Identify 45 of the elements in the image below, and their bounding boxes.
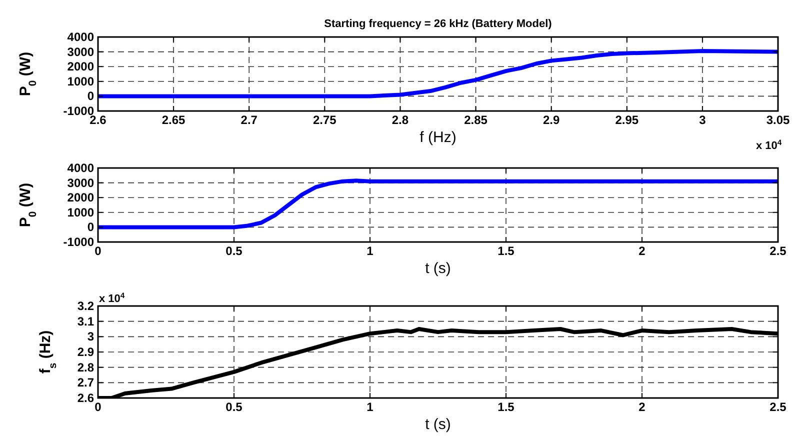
y-tick-label: 3 xyxy=(87,330,94,344)
x-axis-title: t (s) xyxy=(425,260,451,277)
x-tick-label: 1 xyxy=(366,244,374,258)
x-tick-label: 1.5 xyxy=(498,400,515,414)
x-tick-label: 2.9 xyxy=(542,113,560,127)
x-tick-label: 1 xyxy=(366,400,374,414)
y-tick-label: 4000 xyxy=(67,161,94,175)
y-tick-label: 3000 xyxy=(67,176,94,190)
x-tick-label: 0.5 xyxy=(226,400,243,414)
x-axis-title: t (s) xyxy=(425,416,451,433)
y-tick-label: 2.9 xyxy=(77,345,94,359)
y-tick-label: 1000 xyxy=(67,205,94,220)
text: x 10$^{4}$ xyxy=(99,290,126,305)
x-tick-label: 2.95 xyxy=(615,113,639,127)
y-tick-label: 2000 xyxy=(67,60,94,74)
x-tick-label: 2.7 xyxy=(240,113,258,127)
x-tick-label: 1.5 xyxy=(498,244,515,258)
x-tick-label: 2.5 xyxy=(770,400,787,414)
chart-title: Starting frequency = 26 kHz (Battery Model) xyxy=(324,18,552,30)
x-tick-label: 3 xyxy=(699,113,706,127)
line-series xyxy=(98,49,778,98)
y-tick-label: 3000 xyxy=(67,44,94,59)
y-tick-label: 4000 xyxy=(67,30,94,44)
text: x 10$^{4}$ xyxy=(756,138,782,152)
y-tick-label: 0 xyxy=(87,89,94,104)
y-tick-label: 2.7 xyxy=(77,376,94,390)
y-tick-label: -1000 xyxy=(63,235,94,249)
y-tick-label: 1000 xyxy=(67,74,94,88)
x-axis-title: f (Hz) xyxy=(420,129,456,146)
x-tick-label: 2.5 xyxy=(770,244,787,258)
y-tick-label: 2.8 xyxy=(77,360,94,374)
x-tick-label: 2 xyxy=(638,400,646,414)
x-tick-label: 2.8 xyxy=(392,113,409,127)
y-tick-label: 3.1 xyxy=(77,314,94,328)
y-tick-label: 3.2 xyxy=(77,299,94,313)
line-series xyxy=(98,178,778,230)
x-tick-label: 2 xyxy=(638,244,646,258)
x-tick-label: 2.65 xyxy=(162,113,186,127)
x-tick-label: 0.5 xyxy=(226,244,243,258)
x-tick-label: 2.75 xyxy=(312,113,337,127)
y-tick-label: 2000 xyxy=(67,190,94,205)
y-tick-label: 2.6 xyxy=(77,391,94,405)
y-tick-label: 0 xyxy=(87,220,94,234)
x-tick-label: 2.85 xyxy=(464,113,488,127)
x-tick-label: 3.05 xyxy=(766,113,790,127)
